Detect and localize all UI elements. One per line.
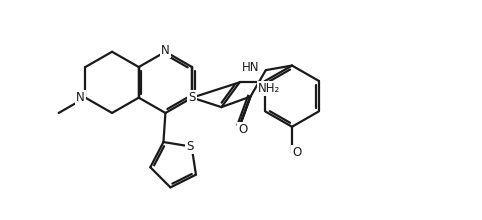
Text: N: N xyxy=(161,44,170,57)
Text: O: O xyxy=(238,123,247,136)
Text: O: O xyxy=(293,146,302,159)
Text: N: N xyxy=(76,91,85,104)
Text: S: S xyxy=(186,140,193,153)
Text: S: S xyxy=(188,91,196,104)
Text: NH₂: NH₂ xyxy=(258,82,281,95)
Text: HN: HN xyxy=(242,61,260,74)
